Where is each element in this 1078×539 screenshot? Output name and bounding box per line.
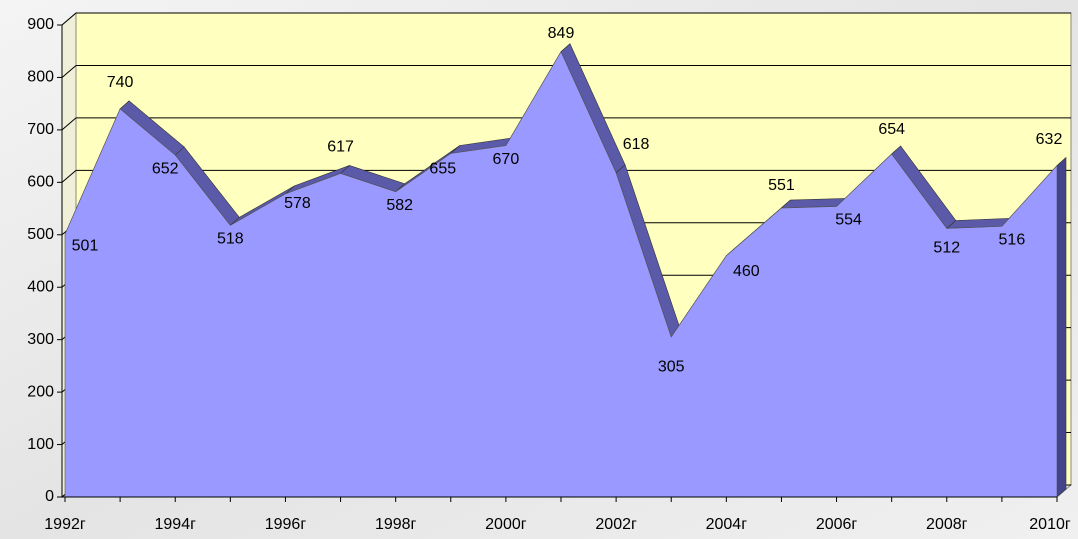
x-tick-label: 2010г [1029, 516, 1071, 533]
data-label: 740 [107, 74, 134, 91]
data-label: 655 [429, 161, 456, 178]
data-label: 501 [72, 237, 99, 254]
data-label: 516 [999, 232, 1026, 249]
y-tick-label: 100 [27, 436, 54, 453]
x-tick-label: 1994г [155, 516, 197, 533]
y-tick-label: 700 [27, 121, 54, 138]
data-label: 512 [933, 240, 960, 257]
x-tick-label: 2008г [926, 516, 968, 533]
data-label: 654 [878, 121, 905, 138]
x-tick-label: 1998г [375, 516, 417, 533]
grid-line [61, 169, 77, 183]
data-label: 554 [835, 212, 862, 229]
data-label: 551 [768, 177, 795, 194]
grid-line [61, 12, 77, 26]
x-tick-label: 1992г [44, 516, 86, 533]
data-label: 670 [493, 151, 520, 168]
y-tick-label: 400 [27, 278, 54, 295]
grid-line [61, 65, 77, 78]
data-label: 618 [623, 136, 650, 153]
grid-line [61, 117, 77, 131]
y-tick-label: 900 [27, 16, 54, 33]
y-tick-label: 800 [27, 69, 54, 86]
data-label: 305 [658, 358, 685, 375]
data-label: 578 [284, 195, 311, 212]
x-tick-label: 1996г [265, 516, 307, 533]
data-label: 849 [548, 25, 575, 42]
y-tick-label: 300 [27, 331, 54, 348]
y-tick-label: 0 [45, 488, 54, 505]
data-label: 518 [217, 231, 244, 248]
data-label: 582 [386, 197, 413, 214]
data-label: 460 [733, 263, 760, 280]
data-label: 617 [327, 139, 354, 156]
x-tick-label: 2000г [485, 516, 527, 533]
area-side [1056, 156, 1067, 498]
data-label: 652 [152, 160, 179, 177]
y-tick-label: 500 [27, 226, 54, 243]
x-tick-label: 2004г [706, 516, 748, 533]
y-tick-label: 600 [27, 174, 54, 191]
data-label: 632 [1036, 131, 1063, 148]
y-tick-label: 200 [27, 383, 54, 400]
x-tick-label: 2006г [816, 516, 858, 533]
x-tick-label: 2002г [595, 516, 637, 533]
area [64, 51, 1058, 498]
